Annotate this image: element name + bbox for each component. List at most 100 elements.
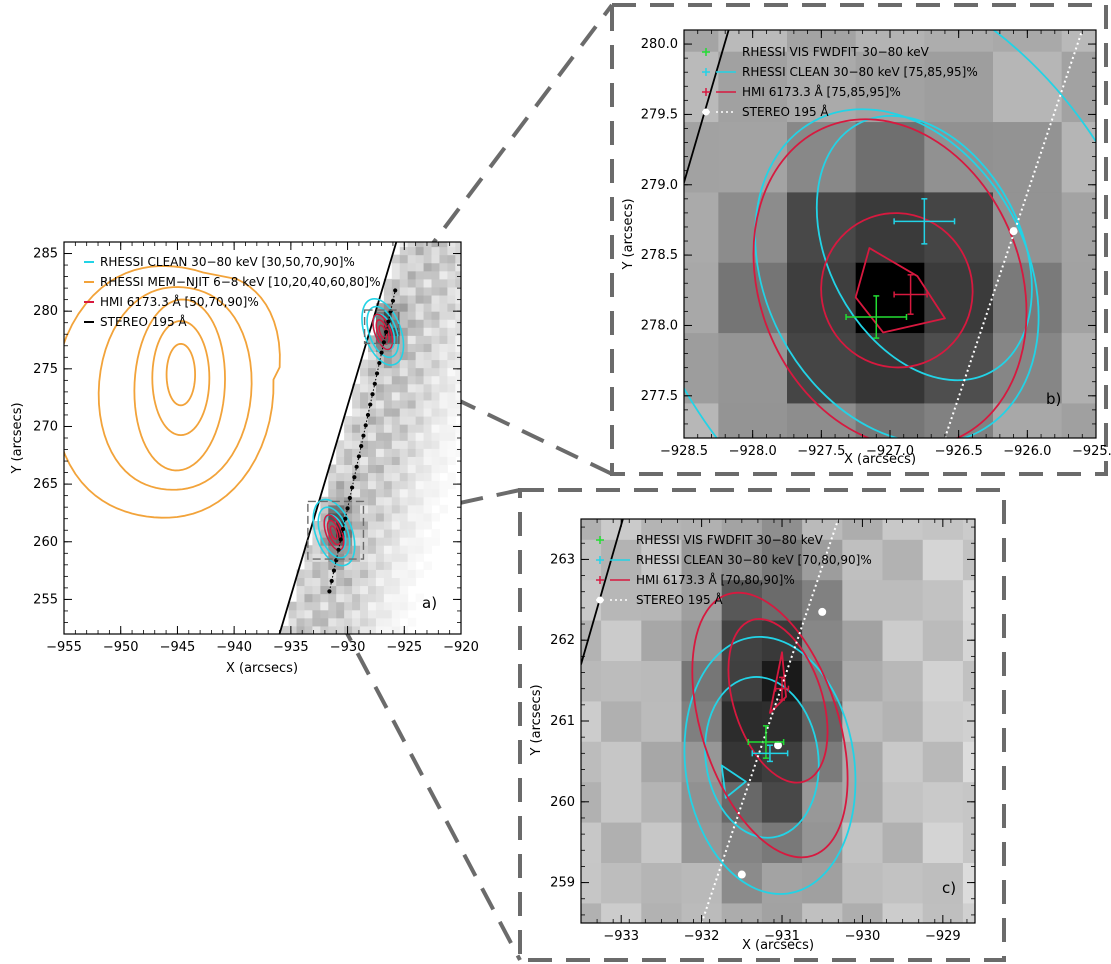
image-pixel <box>360 512 369 522</box>
image-pixel <box>383 424 393 433</box>
image-pixel <box>718 121 788 193</box>
image-pixel <box>681 539 723 581</box>
image-pixel <box>375 601 385 611</box>
image-pixel <box>399 480 409 490</box>
image-pixel <box>320 617 329 627</box>
image-pixel <box>399 286 409 296</box>
contour <box>752 118 1028 438</box>
zoom-frame-b <box>610 3 1108 476</box>
image-pixel <box>423 448 433 457</box>
image-pixel <box>641 781 683 823</box>
image-pixel <box>383 375 393 385</box>
image-pixel <box>312 537 321 546</box>
image-pixel <box>455 359 461 369</box>
image-pixel <box>601 660 642 702</box>
x-tick-label: −928.5 <box>660 444 708 459</box>
image-pixel <box>721 579 763 621</box>
image-pixel <box>962 741 975 783</box>
image-pixel <box>352 432 361 441</box>
image-pixel <box>391 512 401 522</box>
image-pixel <box>407 383 417 393</box>
image-pixel <box>787 191 857 263</box>
image-pixel <box>447 254 456 264</box>
legend-item: RHESSI MEM−NJIT 6−8 keV [10,20,40,60,80]… <box>84 275 381 289</box>
image-pixel <box>367 553 377 562</box>
image-pixel <box>399 262 409 272</box>
x-tick-label: −950 <box>103 640 139 655</box>
image-pixel <box>1003 539 1044 580</box>
image-pixel <box>399 448 409 457</box>
image-pixel <box>328 480 337 490</box>
image-pixel <box>423 416 433 425</box>
image-pixel <box>367 335 377 344</box>
image-pixel <box>423 440 433 449</box>
image-pixel <box>962 519 975 540</box>
image-pixel <box>455 343 461 353</box>
image-pixel <box>391 617 401 627</box>
contour <box>683 635 857 895</box>
image-pixel <box>431 375 440 385</box>
y-tick-label: 261 <box>550 714 575 729</box>
image-pixel <box>423 246 433 256</box>
image-pixel <box>787 30 857 52</box>
image-pixel <box>1003 782 1044 823</box>
image-pixel <box>391 327 401 336</box>
image-pixel <box>375 464 385 474</box>
image-pixel <box>581 902 602 923</box>
image-pixel <box>641 519 683 540</box>
image-pixel <box>367 375 377 385</box>
image-pixel <box>367 472 377 482</box>
image-pixel <box>383 529 393 538</box>
image-pixel <box>423 242 433 248</box>
image-pixel <box>439 270 448 280</box>
image-pixel <box>399 432 409 441</box>
image-pixel <box>455 270 461 280</box>
panel-a-ticks: −955 −950 −945 −940 −935 −930 −925 −920 255 260 26… <box>33 241 479 655</box>
image-pixel <box>882 620 924 661</box>
image-pixel <box>391 577 401 587</box>
legend-item: HMI 6173.3 Å [70,80,90]% <box>596 572 795 587</box>
legend-marker <box>596 596 604 604</box>
centroid-marker <box>774 676 790 701</box>
image-pixel <box>922 620 964 661</box>
image-pixel <box>447 408 456 417</box>
x-tick-label: −930 <box>845 929 881 944</box>
contour <box>820 212 974 369</box>
image-pixel <box>407 561 417 570</box>
image-pixel <box>922 519 964 540</box>
image-pixel <box>521 903 562 944</box>
image-pixel <box>415 319 425 328</box>
image-pixel <box>415 254 425 264</box>
image-pixel <box>391 496 401 506</box>
image-pixel <box>352 625 361 634</box>
panel-b-hmi-background <box>684 30 1096 438</box>
image-pixel <box>399 537 409 546</box>
image-pixel <box>993 51 1063 123</box>
image-pixel <box>407 262 417 272</box>
image-pixel <box>391 416 401 425</box>
image-pixel <box>447 424 456 433</box>
stereo-point <box>361 433 366 438</box>
image-pixel <box>399 504 409 514</box>
image-pixel <box>455 262 461 272</box>
image-pixel <box>423 367 433 377</box>
image-pixel <box>423 262 433 272</box>
image-pixel <box>415 416 425 425</box>
image-pixel <box>383 456 393 466</box>
legend-label: HMI 6173.3 Å [75,85,95]% <box>742 84 901 99</box>
image-pixel <box>521 822 562 863</box>
image-pixel <box>399 399 409 409</box>
image-pixel <box>641 458 682 499</box>
legend-label: RHESSI MEM−NJIT 6−8 keV [10,20,40,60,80]… <box>100 275 381 289</box>
image-pixel <box>423 391 433 401</box>
image-pixel <box>336 601 345 611</box>
stereo-point <box>343 516 348 521</box>
image-pixel <box>415 432 425 441</box>
image-pixel <box>367 416 377 425</box>
image-pixel <box>383 383 393 393</box>
image-pixel <box>399 440 409 449</box>
image-pixel <box>721 519 763 540</box>
image-pixel <box>367 488 377 498</box>
image-pixel <box>304 553 313 562</box>
